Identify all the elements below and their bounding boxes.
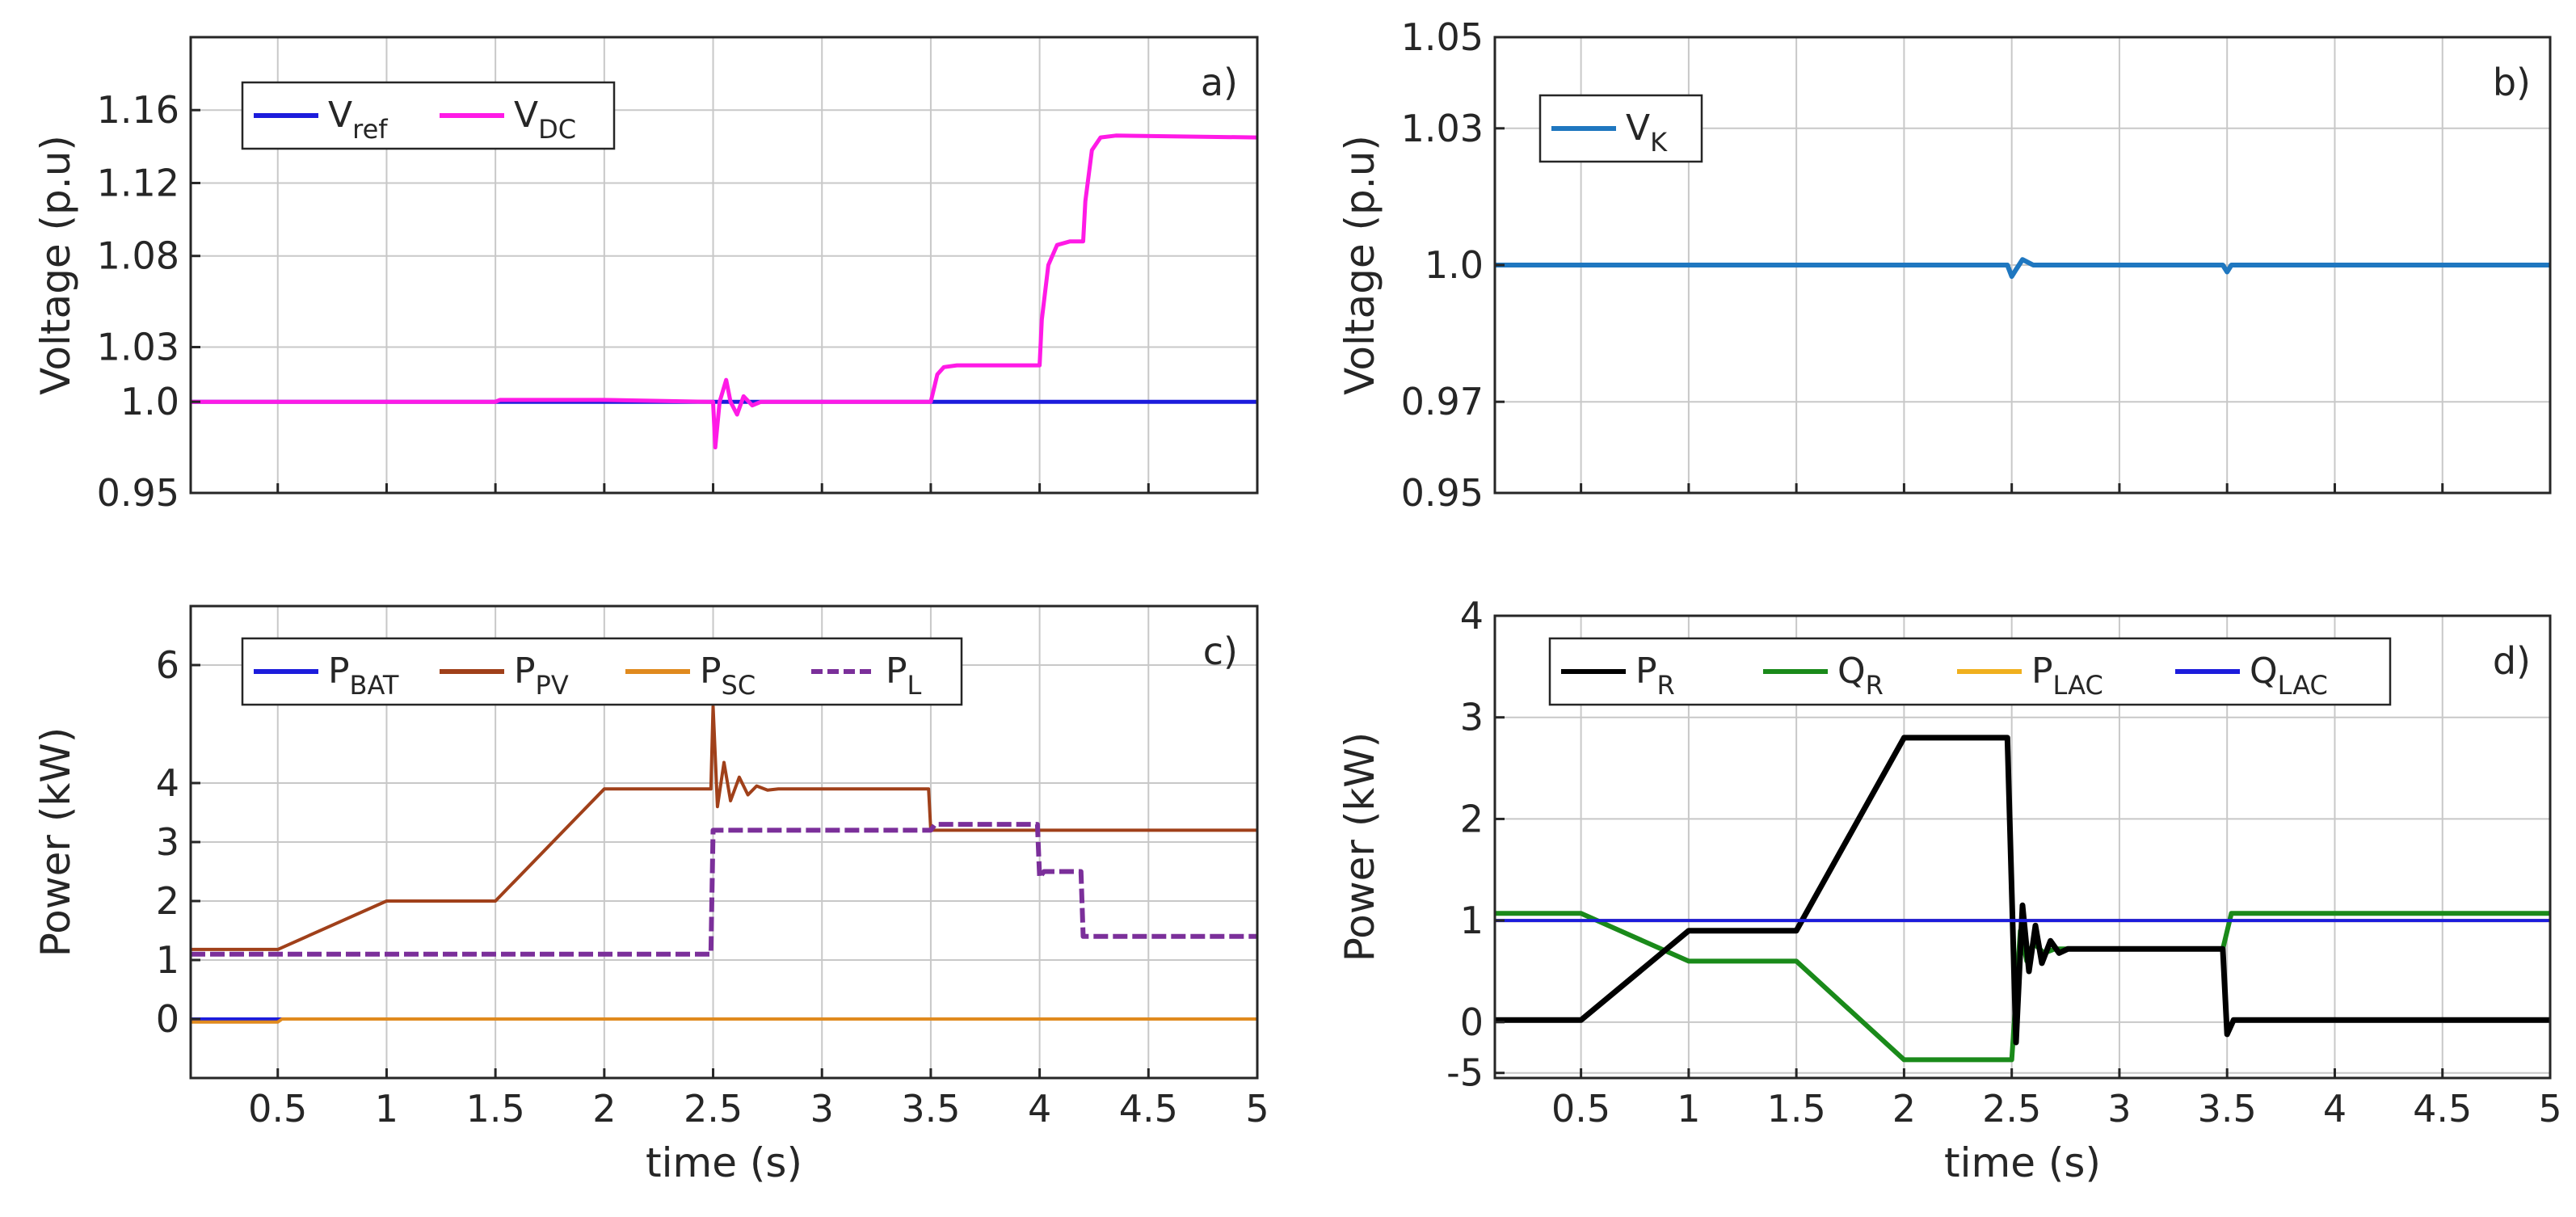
y-tick-label: 1 <box>156 938 179 982</box>
chart-panel-d: 0.5 1 1.5 2 2.5 3 3.5 4 4.5 5 -5 0 1 2 3 4 Power (kW) tim… <box>1336 594 2562 1186</box>
y-tick-label: 1.03 <box>97 326 179 369</box>
series-group <box>191 133 1257 450</box>
series-line-PR <box>1495 735 2550 1046</box>
y-tick-label: -5 <box>1446 1051 1484 1095</box>
y-tick-label: 3 <box>156 820 179 864</box>
y-tick-label: 4 <box>156 761 179 805</box>
x-tick-label: 3 <box>2107 1087 2131 1131</box>
legend-entry-label: QLAC <box>2250 651 2328 701</box>
series-group <box>191 705 1257 1024</box>
y-tick-label: 6 <box>156 643 179 687</box>
panel-label: d) <box>2493 639 2531 683</box>
x-tick-label: 4 <box>1028 1087 1051 1131</box>
x-tick-label: 5 <box>1245 1087 1269 1131</box>
x-tick-label: 3 <box>810 1087 834 1131</box>
legend: PR QR PLAC QLAC <box>1548 637 2392 706</box>
panel-label: a) <box>1201 61 1238 104</box>
series-line-VK <box>1495 257 2550 280</box>
series-line-PPV <box>191 705 1257 951</box>
legend-entry-label: PLAC <box>2031 651 2103 701</box>
x-tick-label: 0.5 <box>248 1087 307 1131</box>
x-tick-label: 3.5 <box>901 1087 960 1131</box>
series-group <box>1495 735 2550 1063</box>
y-tick-label: 1.12 <box>97 161 179 204</box>
y-tick-label: 2 <box>1460 797 1484 840</box>
x-tick-label: 1 <box>1677 1087 1700 1131</box>
y-axis-label: Voltage (p.u) <box>1336 135 1383 395</box>
y-tick-label: 1.0 <box>120 380 179 423</box>
series-line-PSC <box>191 1017 1257 1024</box>
x-tick-label: 0.5 <box>1551 1087 1610 1131</box>
axes-frame <box>189 36 1259 495</box>
x-tick-label: 4.5 <box>2413 1087 2472 1131</box>
y-tick-label: 0 <box>156 997 179 1041</box>
legend-entry-label: PR <box>1635 651 1675 701</box>
panel-label: b) <box>2493 61 2531 104</box>
y-axis-label: Power (kW) <box>32 727 79 957</box>
x-tick-label: 4 <box>2323 1087 2347 1131</box>
legend: Vref VDC <box>241 81 616 150</box>
x-axis-label: time (s) <box>1944 1139 2101 1186</box>
legend-entry-label: PSC <box>700 651 756 701</box>
x-tick-label: 1.5 <box>1767 1087 1826 1131</box>
legend-box <box>241 637 963 706</box>
y-tick-label: 0.95 <box>97 471 179 515</box>
y-tick-label: 4 <box>1460 594 1484 638</box>
legend: VK <box>1538 94 1703 163</box>
series-line-PL <box>191 822 1257 957</box>
legend-entry-label: PBAT <box>328 651 399 701</box>
x-tick-label: 1.5 <box>466 1087 525 1131</box>
y-tick-label: 1.03 <box>1401 107 1484 150</box>
y-tick-label: 1.16 <box>97 88 179 132</box>
axes-frame <box>1493 614 2552 1080</box>
series-line-VDC <box>191 133 1257 450</box>
chart-panel-a: 0.95 1.0 1.03 1.08 1.12 1.16 Voltage (p.u) a) Vr… <box>32 36 1259 515</box>
x-tick-label: 1 <box>375 1087 398 1131</box>
legend-entry-label: VK <box>1626 107 1668 158</box>
legend: PBAT PPV PSC PL <box>241 637 963 706</box>
y-tick-label: 1.05 <box>1401 15 1484 59</box>
legend-entry-label: Vref <box>328 95 388 145</box>
legend-entry-label: PL <box>886 651 922 701</box>
x-tick-label: 5 <box>2538 1087 2561 1131</box>
y-axis-label: Power (kW) <box>1336 732 1383 962</box>
y-tick-label: 1.0 <box>1425 243 1484 287</box>
y-axis-label: Voltage (p.u) <box>32 135 79 395</box>
chart-panel-c: 0.5 1 1.5 2 2.5 3 3.5 4 4.5 5 0 1 2 3 4 6 Power (kW) time… <box>32 604 1269 1186</box>
y-tick-label: 0.97 <box>1401 380 1484 423</box>
y-tick-label: 1 <box>1460 899 1484 942</box>
x-tick-label: 2 <box>592 1087 616 1131</box>
legend-box <box>1538 94 1703 163</box>
y-tick-label: 0 <box>1460 1000 1484 1044</box>
y-tick-label: 0.95 <box>1401 471 1484 515</box>
x-axis-label: time (s) <box>646 1139 802 1186</box>
x-tick-label: 3.5 <box>2198 1087 2257 1131</box>
legend-entry-label: QR <box>1837 651 1884 701</box>
x-tick-label: 2.5 <box>684 1087 743 1131</box>
series-group <box>1495 257 2550 280</box>
y-tick-label: 2 <box>156 879 179 923</box>
x-tick-label: 2.5 <box>1982 1087 2041 1131</box>
chart-panel-b: 0.95 0.97 1.0 1.03 1.05 Voltage (p.u) b) VK <box>1336 15 2552 515</box>
y-tick-label: 1.08 <box>97 234 179 278</box>
legend-entry-label: VDC <box>514 95 576 145</box>
panel-label: c) <box>1203 630 1238 673</box>
y-tick-label: 3 <box>1460 696 1484 739</box>
legend-entry-label: PPV <box>514 651 569 701</box>
x-tick-label: 2 <box>1892 1087 1916 1131</box>
x-tick-label: 4.5 <box>1119 1087 1178 1131</box>
